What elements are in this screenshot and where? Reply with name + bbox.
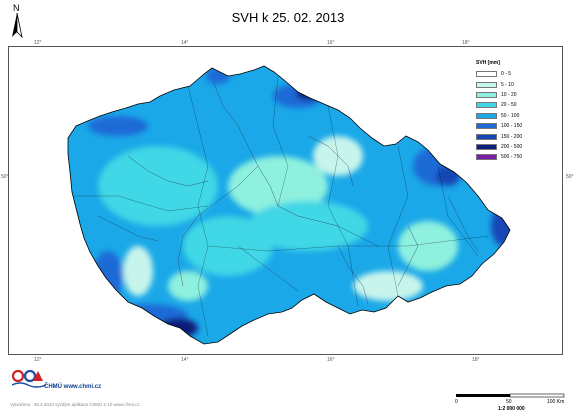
- scale-tick-0: 0: [455, 399, 458, 405]
- legend-label: 10 - 20: [501, 91, 517, 98]
- legend-title: SVH [mm]: [476, 60, 500, 66]
- map-title: SVH k 25. 02. 2013: [231, 10, 345, 25]
- north-label: N: [13, 3, 20, 13]
- legend-item: 200 - 500: [476, 142, 538, 152]
- legend-item: 10 - 20: [476, 90, 538, 100]
- grid-label-bottom-14: 14°: [181, 357, 189, 363]
- legend-swatch: [476, 81, 497, 88]
- legend-item: 0 - 5: [476, 69, 538, 79]
- scale-ratio: 1:2 000 000: [498, 406, 525, 412]
- legend-label: 500 - 750: [501, 154, 523, 161]
- legend-label: 150 - 200: [501, 133, 523, 140]
- legend-label: 20 - 50: [501, 102, 517, 109]
- grid-label-top-18: 18°: [462, 40, 470, 46]
- grid-label-right-50: 50°: [566, 174, 574, 180]
- chmu-logo-icon: [12, 369, 46, 388]
- legend-item: 50 - 100: [476, 111, 538, 121]
- scale-tick-100: 100 Km: [547, 399, 565, 405]
- legend-swatch: [476, 123, 497, 130]
- footer-credit: Vytvořeno : 26.2.2013 vyzdým aplikace Ch…: [10, 402, 140, 407]
- legend-item: 150 - 200: [476, 131, 538, 141]
- legend-swatch: [476, 154, 497, 161]
- grid-label-top-16: 16°: [327, 40, 335, 46]
- legend-label: 5 - 10: [501, 81, 514, 88]
- legend-label: 50 - 100: [501, 112, 520, 119]
- scale-bar: 0 50 100 Km 1:2 000 000: [455, 392, 565, 412]
- legend-item: 20 - 50: [476, 100, 538, 110]
- legend-item: 100 - 150: [476, 121, 538, 131]
- legend-swatch: [476, 133, 497, 140]
- map-frame: [8, 46, 563, 355]
- grid-label-top-12: 12°: [34, 40, 42, 46]
- map-legend: SVH [mm] 0 - 5 5 - 10 10 - 20 20 - 50 50…: [476, 60, 538, 163]
- legend-label: 200 - 500: [501, 143, 523, 150]
- grid-label-bottom-16: 16°: [327, 357, 335, 363]
- north-arrow-icon: N: [9, 3, 29, 43]
- legend-swatch: [476, 143, 497, 150]
- legend-item: 5 - 10: [476, 79, 538, 89]
- grid-label-bottom-18: 18°: [472, 357, 480, 363]
- legend-item: 500 - 750: [476, 152, 538, 162]
- grid-label-left-50: 50°: [1, 174, 9, 180]
- czech-snow-water-map: [67, 65, 511, 345]
- legend-label: 0 - 5: [501, 71, 512, 78]
- organization-name: ČHMÚ www.chmi.cz: [44, 384, 102, 390]
- legend-label: 100 - 150: [501, 123, 523, 130]
- legend-swatch: [476, 112, 497, 119]
- legend-swatch: [476, 102, 497, 109]
- legend-swatch: [476, 91, 497, 98]
- grid-label-top-14: 14°: [181, 40, 189, 46]
- legend-swatch: [476, 71, 497, 78]
- grid-label-bottom-12: 12°: [34, 357, 42, 363]
- scale-tick-50: 50: [506, 399, 512, 405]
